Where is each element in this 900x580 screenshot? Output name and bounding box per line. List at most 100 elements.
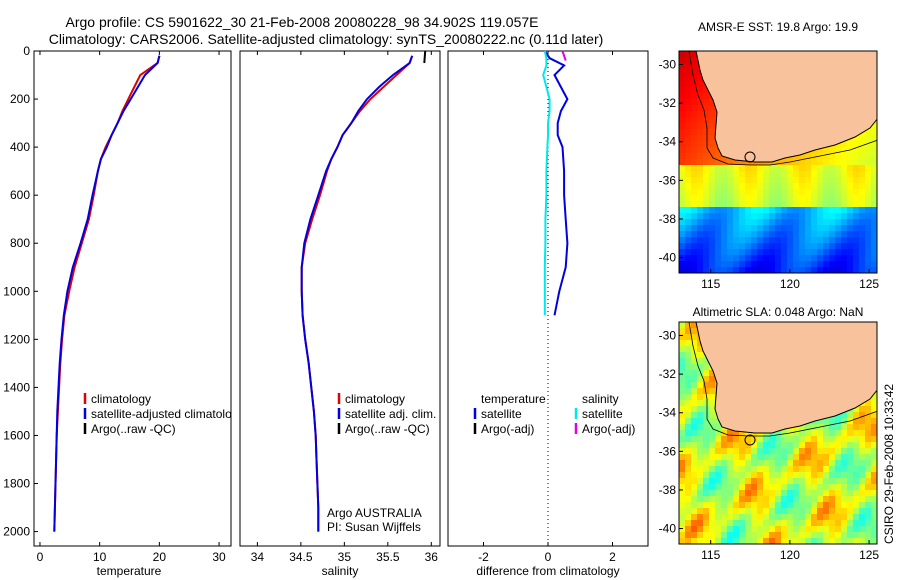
map-cell [727, 478, 734, 485]
map-cell [841, 502, 848, 509]
map-cell [733, 231, 740, 238]
map-cell [811, 520, 818, 527]
map-cell [817, 520, 824, 527]
map-cell [757, 267, 764, 273]
map-cell [709, 400, 716, 407]
map-cell [727, 207, 734, 214]
map-cell [859, 177, 866, 184]
map-cell [871, 183, 877, 190]
map-cell [859, 201, 866, 208]
map-cell [739, 231, 746, 238]
map-cell [679, 189, 686, 196]
map-cell [775, 430, 782, 437]
map-cell [745, 472, 752, 479]
map-cell [685, 189, 692, 196]
map-cell [727, 159, 734, 166]
map-cell [733, 249, 740, 256]
map-cell [835, 231, 842, 238]
salinity-legend: climatology satellite adj. clim. Argo(..… [337, 392, 436, 436]
map-cell [703, 460, 710, 467]
map-cell [781, 219, 788, 226]
map-cell [775, 466, 782, 473]
map-cell [787, 454, 794, 461]
map-cell [871, 490, 877, 497]
map-cell [859, 207, 866, 214]
map-cell [697, 520, 704, 527]
series-line-satellite-adjusted-climatology [53, 55, 161, 532]
map-cell [805, 466, 812, 473]
map-cell [703, 249, 710, 256]
temperature-axes-frame [33, 50, 232, 547]
map-cell [811, 195, 818, 202]
map-cell [865, 412, 872, 419]
map-cell [871, 538, 877, 544]
map-cell [727, 496, 734, 503]
map-cell [865, 189, 872, 196]
map-cell [859, 466, 866, 473]
series-line-climatology [53, 55, 161, 532]
y-tick-label: 1000 [3, 284, 30, 298]
map-cell [727, 448, 734, 455]
map-cell [709, 105, 716, 112]
map-cell [799, 538, 806, 544]
map-x-tick-label: 115 [701, 548, 720, 562]
map-cell [805, 460, 812, 467]
map-cell [745, 201, 752, 208]
map-cell [715, 466, 722, 473]
map-cell [805, 424, 812, 431]
map-cell [685, 424, 692, 431]
map-cell [823, 448, 830, 455]
map-cell [733, 490, 740, 497]
map-cell [841, 141, 848, 148]
map-cell [709, 183, 716, 190]
map-cell [805, 219, 812, 226]
map-cell [769, 195, 776, 202]
map-cell [823, 261, 830, 268]
map-cell [817, 448, 824, 455]
map-cell [865, 526, 872, 533]
map-cell [769, 502, 776, 509]
map-cell [793, 165, 800, 172]
map-cell [757, 165, 764, 172]
map-cell [787, 484, 794, 491]
map-cell [853, 436, 860, 443]
map-cell [781, 514, 788, 521]
map-cell [751, 201, 758, 208]
map-cell [835, 502, 842, 509]
map-cell [769, 520, 776, 527]
sst-map-title: AMSR-E SST: 19.8 Argo: 19.9 [698, 20, 858, 34]
map-cell [865, 237, 872, 244]
map-cell [853, 496, 860, 503]
map-cell [841, 171, 848, 178]
map-cell [715, 201, 722, 208]
difference-legend: temperature satellite Argo(-adj) salinit… [473, 392, 635, 436]
map-cell [841, 538, 848, 544]
map-cell [859, 237, 866, 244]
map-cell [847, 159, 854, 166]
map-cell [679, 358, 686, 365]
map-cell [829, 484, 836, 491]
map-cell [709, 370, 716, 377]
map-cell [847, 424, 854, 431]
map-cell [793, 171, 800, 178]
map-cell [757, 183, 764, 190]
map-cell [823, 490, 830, 497]
map-cell [745, 231, 752, 238]
map-cell [697, 129, 704, 136]
map-cell [727, 502, 734, 509]
map-cell [781, 442, 788, 449]
map-cell [865, 183, 872, 190]
map-cell [775, 207, 782, 214]
map-cell [859, 219, 866, 226]
map-cell [679, 478, 686, 485]
map-cell [697, 454, 704, 461]
map-cell [721, 189, 728, 196]
map-cell [865, 418, 872, 425]
map-cell [697, 195, 704, 202]
map-cell [685, 177, 692, 184]
map-cell [781, 195, 788, 202]
salinity-lines [300, 50, 427, 532]
map-cell [691, 466, 698, 473]
map-cell [799, 159, 806, 166]
map-cell [781, 213, 788, 220]
